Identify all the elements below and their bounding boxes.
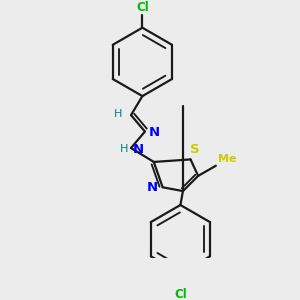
Text: H: H	[114, 109, 122, 119]
Text: N: N	[147, 181, 158, 194]
Text: Cl: Cl	[136, 1, 149, 14]
Text: Cl: Cl	[174, 288, 187, 300]
Text: Me: Me	[218, 154, 236, 164]
Text: N: N	[149, 126, 160, 139]
Text: N: N	[132, 143, 143, 156]
Text: S: S	[190, 143, 200, 156]
Text: H: H	[120, 144, 128, 154]
